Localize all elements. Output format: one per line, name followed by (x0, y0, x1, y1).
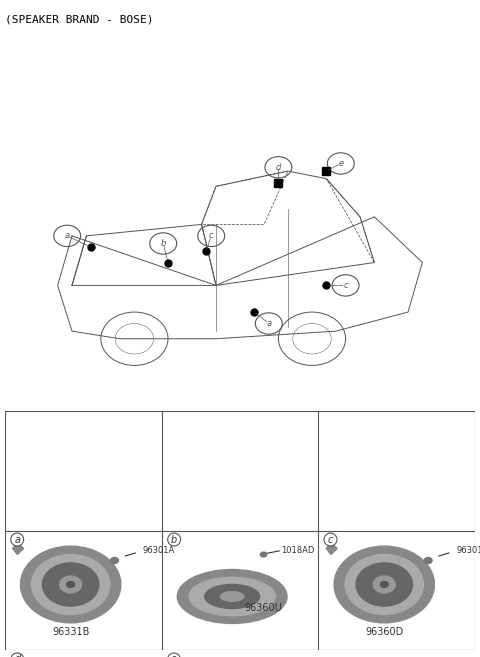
Circle shape (110, 558, 119, 564)
Circle shape (42, 563, 99, 606)
Circle shape (373, 576, 395, 593)
Text: b: b (171, 535, 177, 545)
Polygon shape (326, 543, 337, 555)
Circle shape (356, 563, 412, 606)
Circle shape (60, 576, 82, 593)
Ellipse shape (220, 592, 244, 601)
Circle shape (67, 581, 74, 587)
Text: (SPEAKER BRAND - BOSE): (SPEAKER BRAND - BOSE) (5, 14, 153, 25)
Circle shape (32, 555, 110, 614)
Text: c: c (328, 535, 333, 545)
Text: 1018AD: 1018AD (281, 547, 314, 555)
Text: b: b (160, 239, 166, 248)
Ellipse shape (177, 570, 287, 623)
Circle shape (260, 552, 267, 557)
Text: e: e (171, 654, 177, 657)
Circle shape (345, 555, 423, 614)
Text: d: d (14, 654, 21, 657)
Circle shape (21, 546, 121, 623)
Text: a: a (266, 319, 271, 328)
Text: d: d (276, 163, 281, 171)
Text: 96301A: 96301A (456, 547, 480, 555)
Polygon shape (12, 543, 24, 555)
Ellipse shape (204, 585, 260, 608)
Ellipse shape (189, 578, 275, 616)
Text: 96360U: 96360U (245, 604, 282, 614)
Text: 96301A: 96301A (143, 547, 175, 555)
Text: 96331B: 96331B (52, 627, 89, 637)
Circle shape (334, 546, 434, 623)
Text: 96360D: 96360D (365, 627, 403, 637)
Text: c: c (209, 231, 214, 240)
Circle shape (424, 558, 432, 564)
Text: e: e (338, 159, 343, 168)
Text: c: c (343, 281, 348, 290)
Text: a: a (65, 231, 70, 240)
Circle shape (380, 581, 388, 587)
Text: a: a (14, 535, 20, 545)
